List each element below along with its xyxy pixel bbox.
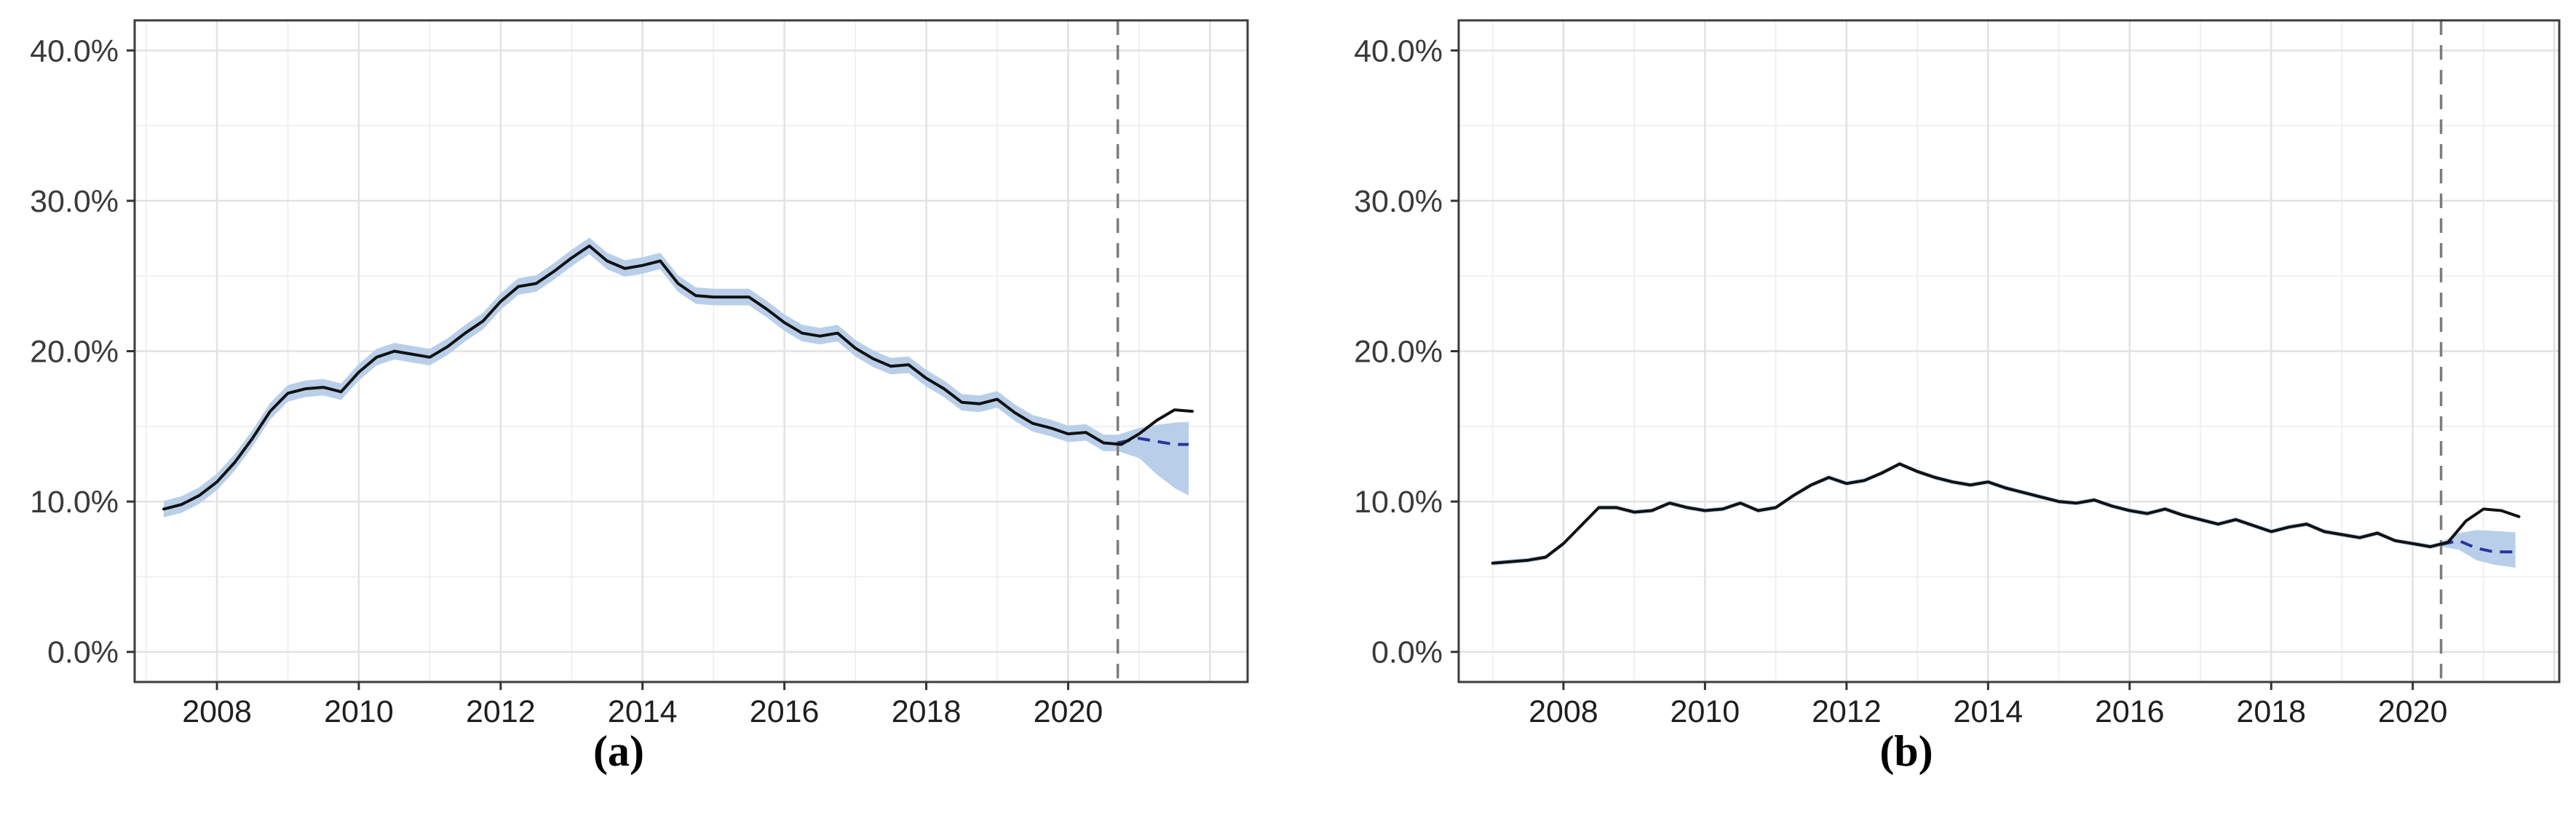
x-tick-label: 2016: [750, 694, 820, 729]
y-tick-label: 0.0%: [47, 635, 119, 670]
y-tick-label: 40.0%: [1354, 33, 1443, 68]
actual-line: [1491, 462, 2521, 565]
y-tick-label: 30.0%: [30, 184, 119, 219]
x-tick-label: 2010: [324, 694, 394, 729]
x-tick-label: 2016: [2095, 694, 2165, 729]
y-tick-label: 40.0%: [30, 33, 119, 68]
gridlines-minor: [1459, 20, 2559, 682]
x-axis: 2008 2010 2012 2014 2016 2018 2020: [182, 682, 1103, 729]
x-tick-label: 2014: [608, 694, 678, 729]
y-axis: 0.0% 10.0% 20.0% 30.0% 40.0%: [30, 33, 135, 670]
caption-a: (a): [593, 727, 644, 775]
x-tick-label: 2012: [1812, 694, 1882, 729]
x-tick-label: 2010: [1671, 694, 1740, 729]
y-tick-label: 30.0%: [1354, 184, 1443, 219]
x-tick-label: 2020: [1034, 694, 1103, 729]
subfigure-a: 2008 2010 2012 2014 2016 2018 2020 0.0% 10.0% 20.…: [30, 19, 1249, 775]
gridlines-major: [135, 20, 1248, 682]
y-axis: 0.0% 10.0% 20.0% 30.0% 40.0%: [1354, 33, 1459, 670]
x-tick-label: 2018: [2236, 694, 2306, 729]
gridlines-major: [1459, 20, 2559, 682]
chart-a-canvas: 2008 2010 2012 2014 2016 2018 2020 0.0% 10.0% 20.…: [30, 19, 1249, 729]
y-tick-label: 0.0%: [1371, 635, 1443, 670]
y-tick-label: 20.0%: [1354, 335, 1443, 370]
chart-b-canvas: 2008 2010 2012 2014 2016 2018 2020 0.0% 10.0% 20.…: [1354, 19, 2561, 729]
x-tick-label: 2014: [1953, 694, 2023, 729]
forecast-line: [2441, 539, 2516, 554]
actual-line: [162, 244, 1194, 511]
x-tick-label: 2008: [182, 694, 252, 729]
forecast-line: [1117, 437, 1189, 446]
y-tick-label: 10.0%: [30, 485, 119, 520]
subfigure-b: 2008 2010 2012 2014 2016 2018 2020 0.0% 10.0% 20.…: [1288, 0, 2575, 829]
x-axis: 2008 2010 2012 2014 2016 2018 2020: [1529, 682, 2448, 729]
y-tick-label: 10.0%: [1354, 485, 1443, 520]
x-tick-label: 2012: [466, 694, 536, 729]
y-tick-label: 20.0%: [30, 335, 119, 370]
x-tick-label: 2020: [2378, 694, 2448, 729]
x-tick-label: 2018: [892, 694, 962, 729]
caption-b: (b): [1879, 727, 1933, 775]
x-tick-label: 2008: [1529, 694, 1598, 729]
